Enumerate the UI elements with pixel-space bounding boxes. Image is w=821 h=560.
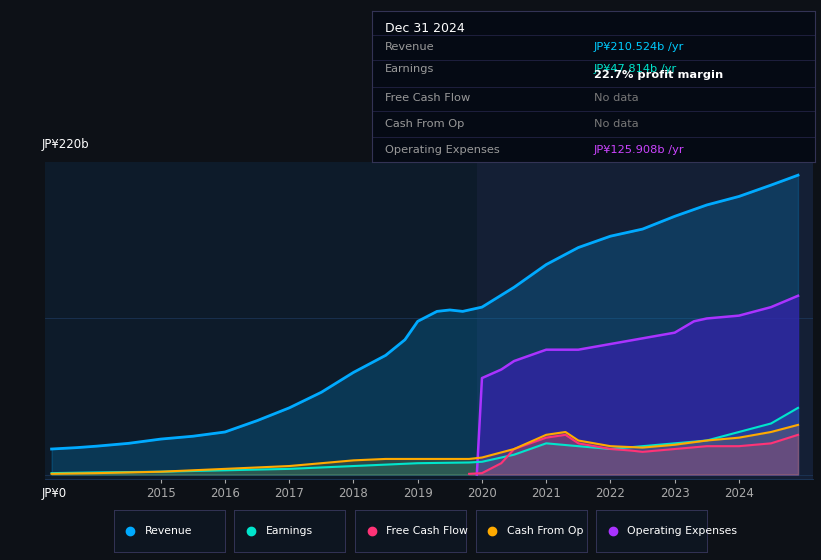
Text: Dec 31 2024: Dec 31 2024	[385, 22, 465, 35]
Text: Cash From Op: Cash From Op	[507, 526, 583, 535]
Text: Earnings: Earnings	[385, 64, 434, 74]
Text: JP¥210.524b /yr: JP¥210.524b /yr	[594, 43, 684, 53]
Text: 22.7% profit margin: 22.7% profit margin	[594, 71, 722, 81]
Text: No data: No data	[594, 119, 638, 129]
Text: JP¥0: JP¥0	[41, 487, 67, 500]
Text: JP¥47.814b /yr: JP¥47.814b /yr	[594, 64, 677, 74]
Text: Revenue: Revenue	[144, 526, 192, 535]
Text: Free Cash Flow: Free Cash Flow	[386, 526, 468, 535]
Text: Revenue: Revenue	[385, 43, 435, 53]
Text: Operating Expenses: Operating Expenses	[385, 144, 500, 155]
Bar	[477, 162, 813, 479]
Text: JP¥220b: JP¥220b	[41, 138, 89, 151]
Text: Free Cash Flow: Free Cash Flow	[385, 93, 470, 103]
Text: Cash From Op: Cash From Op	[385, 119, 465, 129]
Text: Earnings: Earnings	[265, 526, 313, 535]
Text: Operating Expenses: Operating Expenses	[627, 526, 737, 535]
Text: No data: No data	[594, 93, 638, 103]
Text: JP¥125.908b /yr: JP¥125.908b /yr	[594, 144, 684, 155]
